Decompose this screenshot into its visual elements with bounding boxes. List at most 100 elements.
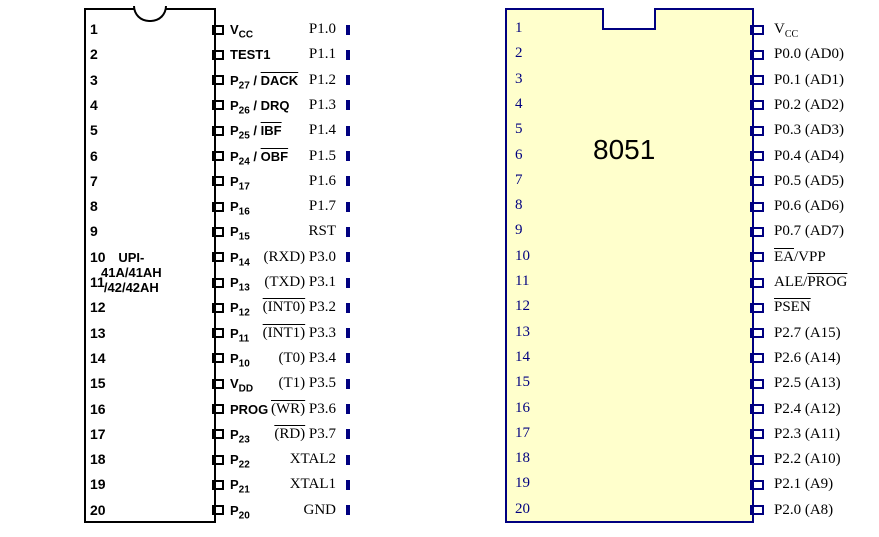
pin-row: VCC	[750, 21, 798, 38]
pin-label: P0.0 (AD0)	[774, 46, 844, 63]
pin-connector	[212, 303, 224, 313]
pin-label: EA/VPP	[774, 249, 826, 266]
pin-label: (INT0) P3.2	[263, 299, 336, 316]
pin-label: P0.2 (AD2)	[774, 97, 844, 114]
pin-connector	[750, 75, 764, 85]
pin-row: P25 / IBF	[212, 123, 282, 138]
pin-connector	[212, 480, 224, 490]
pin-number: 9	[90, 223, 98, 239]
pin-number: 12	[515, 298, 530, 315]
pin-row: P11	[212, 326, 249, 341]
pin-connector	[346, 480, 350, 490]
pin-number: 6	[90, 148, 98, 164]
pin-number: 10	[515, 248, 530, 265]
pin-row: P20	[212, 503, 250, 518]
pin-label: (T0) P3.4	[279, 350, 337, 367]
pin-label: P1.7	[309, 198, 336, 215]
pin-connector	[212, 379, 224, 389]
pin-row: P17	[212, 174, 250, 189]
pin-connector	[750, 227, 764, 237]
pin-row: P21	[212, 477, 250, 492]
pin-label: P14	[230, 250, 250, 265]
pin-row: P24 / OBF	[212, 149, 288, 164]
pin-number: 14	[90, 350, 106, 366]
pin-connector	[212, 202, 224, 212]
pin-label: P0.5 (AD5)	[774, 173, 844, 190]
pin-connector	[346, 202, 350, 212]
pin-row: P0.6 (AD6)	[750, 198, 844, 215]
pin-number: 7	[515, 172, 523, 189]
pin-row: P13	[212, 275, 250, 290]
pin-label: VDD	[230, 376, 253, 391]
pin-label: P24 / OBF	[230, 149, 288, 164]
pin-connector	[212, 252, 224, 262]
pin-connector	[346, 151, 350, 161]
pin-connector	[212, 126, 224, 136]
pin-connector	[212, 404, 224, 414]
pin-row: P10	[212, 351, 250, 366]
pin-label: P16	[230, 199, 250, 214]
pin-label: RST	[308, 223, 336, 240]
pin-row: EA/VPP	[750, 249, 826, 266]
pin-label: P0.4 (AD4)	[774, 148, 844, 165]
pin-connector	[346, 379, 350, 389]
pin-label: P17	[230, 174, 250, 189]
pin-connector	[212, 151, 224, 161]
pin-connector	[750, 176, 764, 186]
pin-connector	[346, 176, 350, 186]
pin-number: 13	[90, 325, 106, 341]
pin-label: (T1) P3.5	[279, 375, 337, 392]
pin-number: 8	[515, 197, 523, 214]
pin-connector	[750, 379, 764, 389]
pin-label: VCC	[230, 22, 253, 37]
pin-label: P0.3 (AD3)	[774, 122, 844, 139]
pin-label: VCC	[774, 21, 798, 38]
pin-number: 7	[90, 173, 98, 189]
pin-connector	[346, 353, 350, 363]
pin-connector	[212, 25, 224, 35]
pin-row: P0.3 (AD3)	[750, 122, 844, 139]
pin-label: P1.1	[309, 46, 336, 63]
pin-number: 16	[90, 401, 106, 417]
pin-number: 4	[515, 96, 523, 113]
pin-connector	[750, 480, 764, 490]
pin-connector	[750, 429, 764, 439]
pin-number: 20	[90, 502, 106, 518]
pin-row: VDD	[212, 376, 253, 391]
pin-row: P12	[212, 300, 250, 315]
pin-label: P13	[230, 275, 250, 290]
pin-number: 15	[515, 374, 530, 391]
pin-label: P2.3 (A11)	[774, 426, 840, 443]
pin-connector	[212, 429, 224, 439]
pin-connector	[212, 227, 224, 237]
pin-connector	[750, 202, 764, 212]
pin-row: P0.4 (AD4)	[750, 148, 844, 165]
pin-label: TEST1	[230, 47, 270, 62]
pin-row: P0.7 (AD7)	[750, 223, 844, 240]
pin-number: 3	[90, 72, 98, 88]
pin-connector	[212, 353, 224, 363]
pin-label: ALE/PROG	[774, 274, 847, 291]
pin-number: 13	[515, 324, 530, 341]
pin-connector	[750, 278, 764, 288]
pin-row: P16	[212, 199, 250, 214]
pin-number: 17	[90, 426, 106, 442]
pin-label: P15	[230, 224, 250, 239]
pin-connector	[346, 126, 350, 136]
pin-label: PSEN	[774, 299, 811, 316]
pin-label: XTAL2	[290, 451, 336, 468]
pin-label: P0.1 (AD1)	[774, 72, 844, 89]
pin-row: TEST1	[212, 47, 270, 62]
pin-number: 19	[90, 476, 106, 492]
pin-label: P2.4 (A12)	[774, 401, 841, 418]
pin-connector	[750, 126, 764, 136]
pin-number: 16	[515, 400, 530, 417]
pin-label: P12	[230, 300, 250, 315]
pin-number: 1	[90, 21, 98, 37]
pin-label: P2.6 (A14)	[774, 350, 841, 367]
pin-connector	[346, 50, 350, 60]
pin-row: PSEN	[750, 299, 811, 316]
pin-row: P0.1 (AD1)	[750, 72, 844, 89]
pin-label: P2.5 (A13)	[774, 375, 841, 392]
pin-connector	[346, 303, 350, 313]
